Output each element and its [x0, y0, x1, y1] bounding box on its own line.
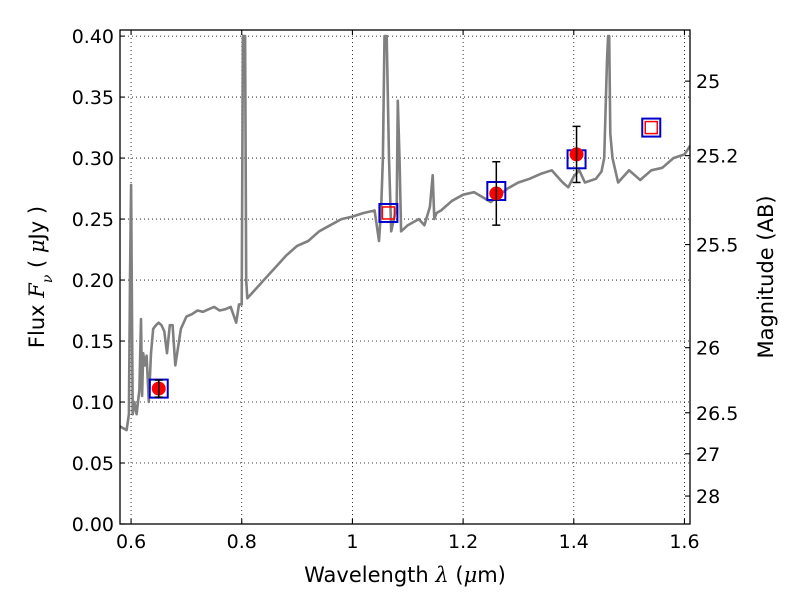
x-tick-label: 1 — [346, 531, 358, 553]
x-tick-label: 1.4 — [559, 531, 589, 553]
y-tick-label: 0.40 — [72, 26, 114, 48]
model-photometry-square — [641, 117, 662, 138]
magnitude-tick-label: 25.2 — [696, 146, 738, 168]
x-tick-label: 1.6 — [669, 531, 699, 553]
x-tick-label: 0.8 — [227, 531, 257, 553]
photometry-points — [148, 117, 662, 399]
magnitude-tick-label: 25.5 — [696, 235, 738, 257]
x-tick-label: 1.2 — [448, 531, 478, 553]
x-tick-label: 0.6 — [116, 531, 146, 553]
magnitude-tick-label: 26.5 — [696, 403, 738, 425]
y-tick-label: 0.20 — [72, 270, 114, 292]
y-tick-label: 0.10 — [72, 392, 114, 414]
upper-limit-square — [381, 206, 396, 220]
spectrum-layer — [120, 34, 690, 432]
magnitude-tick-label: 25 — [696, 71, 720, 93]
y-tick-label: 0.25 — [72, 209, 114, 231]
plot-frame — [119, 29, 691, 525]
right-axis-label: Magnitude (AB) — [754, 195, 778, 358]
magnitude-tick-label: 26 — [696, 338, 720, 360]
upper-limit-square — [644, 120, 659, 135]
magnitude-tick-label: 27 — [696, 444, 720, 466]
y-axis-label: Flux Fν ( μJy ) — [25, 206, 56, 348]
axis-ticks: 0.6 0.8 1 1.2 1.4 1.6 0.00 0.05 0.10 0.15 0.20 0.25… — [72, 26, 739, 553]
model-photometry-square — [378, 202, 399, 223]
y-tick-label: 0.30 — [72, 148, 114, 170]
y-tick-label: 0.00 — [72, 514, 114, 536]
y-tick-label: 0.35 — [72, 87, 114, 109]
x-axis-label: Wavelength λ (μm) — [304, 563, 506, 587]
magnitude-tick-label: 28 — [696, 486, 720, 508]
spectrum-line — [120, 34, 690, 432]
y-tick-label: 0.15 — [72, 331, 114, 353]
y-tick-label: 0.05 — [72, 453, 114, 475]
